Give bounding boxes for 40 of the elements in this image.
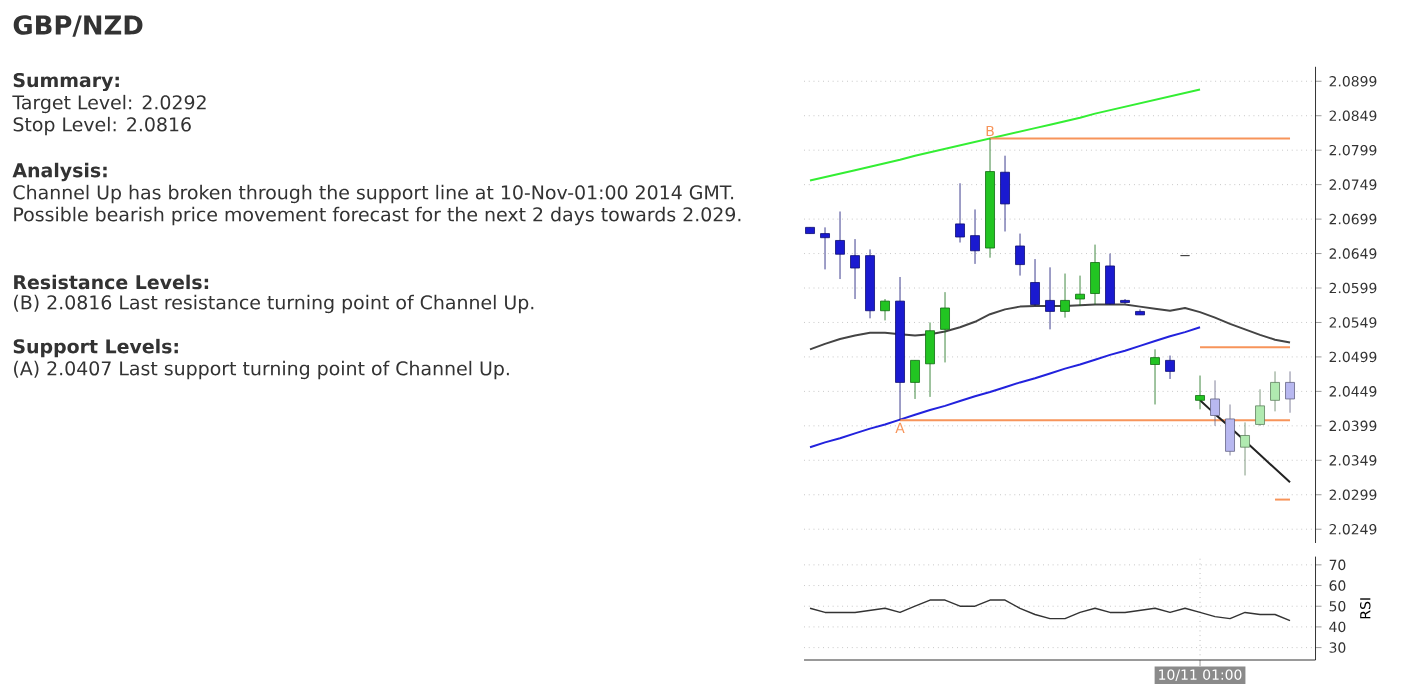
text: GBP/NZD [13, 15, 143, 37]
candlestick [1255, 388, 1265, 427]
candlestick [1045, 266, 1055, 330]
candlestick [1015, 233, 1025, 276]
candlestick [970, 209, 980, 265]
candlestick [820, 226, 830, 270]
text: Stop Level: 2.0816 [13, 116, 191, 136]
candlestick [1270, 371, 1280, 412]
text: (B) 2.0816 Last resistance turning point of Channel Up. [14, 294, 534, 314]
line-series [809, 326, 1202, 449]
candlestick [925, 322, 935, 398]
candlestick [1120, 298, 1130, 305]
text: (A) 2.0407 Last support turning point of Channel Up. [14, 360, 509, 380]
text: Possible bearish price movement forecast for the next 2 days towards 2.029. [14, 206, 741, 226]
text: Resistance Levels: [14, 274, 209, 290]
candlestick [1240, 421, 1250, 476]
candlestick [955, 182, 965, 243]
candlestick [835, 211, 845, 280]
candlestick [1210, 379, 1220, 427]
candlestick [880, 298, 890, 321]
candlestick [910, 359, 920, 400]
candlestick [940, 291, 950, 363]
candlestick [1150, 348, 1160, 405]
text: Target Level: 2.0292 [12, 94, 206, 114]
text: Summary: [13, 72, 119, 92]
text: Analysis: [12, 162, 107, 182]
candlestick [1105, 253, 1115, 305]
candlestick [850, 238, 860, 300]
candlestick [1135, 308, 1145, 316]
candlestick [1285, 371, 1295, 414]
candlestick [1030, 258, 1040, 307]
candlestick [1195, 375, 1205, 410]
candlestick [1075, 275, 1085, 307]
candlestick [1060, 273, 1070, 319]
candlestick [1090, 244, 1100, 305]
candlestick [1165, 355, 1175, 380]
candlestick [1000, 155, 1010, 232]
text: Channel Up has broken through the support line at 10-Nov-01:00 2014 GMT. [13, 184, 734, 204]
candlestick [1225, 404, 1235, 456]
text: Support Levels: [13, 338, 178, 358]
